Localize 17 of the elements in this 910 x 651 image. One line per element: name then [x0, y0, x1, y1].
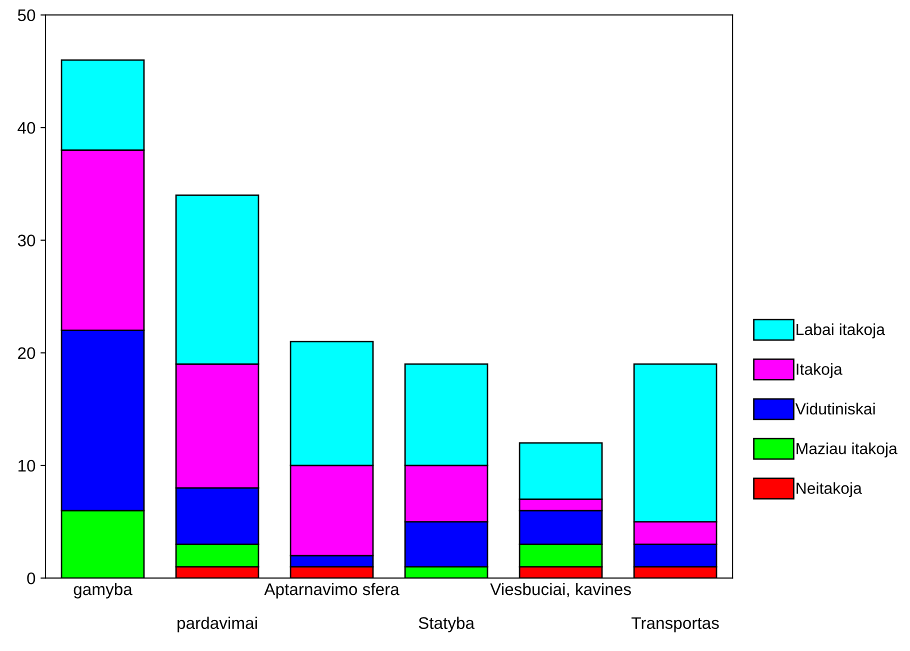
y-tick-label: 10: [18, 460, 36, 472]
legend-label: Labai itakoja: [796, 323, 886, 338]
x-tick-label: Statyba: [418, 616, 475, 632]
x-tick-label: Viesbuciai, kavines: [490, 582, 631, 598]
y-tick-label: 30: [18, 234, 36, 246]
x-tick-label: pardavimai: [178, 616, 257, 632]
y-tick-label: 40: [18, 122, 36, 134]
y-tick-label: 20: [18, 347, 36, 360]
x-tick-label: Aptarnavimo sfera: [264, 582, 400, 598]
legend-label: Maziau itakoja: [796, 442, 898, 458]
y-tick-label: 0: [27, 572, 36, 584]
legend-label: Itakoja: [796, 363, 842, 378]
legend-label: Neitakoja: [796, 482, 862, 498]
x-tick-label: gamyba: [74, 582, 132, 598]
x-tick-label: Transportas: [632, 617, 719, 632]
legend-label: Vidutiniskai: [795, 402, 875, 415]
y-tick-label: 50: [18, 9, 36, 22]
